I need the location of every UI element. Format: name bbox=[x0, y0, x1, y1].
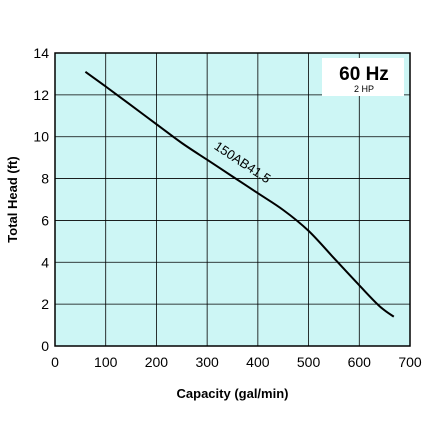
x-tick-label: 600 bbox=[348, 354, 372, 370]
y-tick-label: 6 bbox=[41, 212, 49, 228]
y-tick-label: 0 bbox=[41, 338, 49, 354]
x-tick-label: 700 bbox=[398, 354, 422, 370]
x-tick-label: 0 bbox=[51, 354, 59, 370]
x-axis-title: Capacity (gal/min) bbox=[177, 386, 289, 401]
y-tick-label: 10 bbox=[33, 129, 49, 145]
frequency-box bbox=[322, 58, 404, 96]
x-tick-label: 300 bbox=[195, 354, 219, 370]
y-tick-label: 12 bbox=[33, 87, 49, 103]
frequency-label: 60 Hz bbox=[339, 64, 389, 85]
y-tick-label: 4 bbox=[41, 254, 49, 270]
x-axis-ticks: 0 100 200 300 400 500 600 700 bbox=[51, 354, 422, 370]
y-tick-label: 14 bbox=[33, 45, 49, 61]
plot-area bbox=[54, 52, 411, 347]
x-tick-label: 400 bbox=[246, 354, 270, 370]
x-tick-label: 500 bbox=[297, 354, 321, 370]
grid bbox=[55, 53, 410, 346]
y-axis-ticks: 0 2 4 6 8 10 12 14 bbox=[33, 45, 49, 354]
y-tick-label: 2 bbox=[41, 296, 49, 312]
y-axis-title: Total Head (ft) bbox=[5, 156, 20, 242]
power-label: 2 HP bbox=[354, 84, 374, 94]
x-tick-label: 100 bbox=[94, 354, 118, 370]
x-tick-label: 200 bbox=[145, 354, 169, 370]
series-line bbox=[84, 70, 395, 318]
y-tick-label: 8 bbox=[41, 171, 49, 187]
